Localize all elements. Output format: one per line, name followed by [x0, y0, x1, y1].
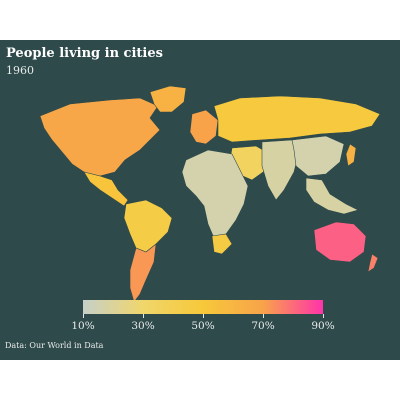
region-australia: [313, 221, 367, 263]
map-title: People living in cities: [6, 46, 163, 61]
legend-tick: [143, 314, 144, 318]
data-source: Data: Our World in Data: [5, 341, 104, 350]
region-south-africa: [211, 233, 233, 255]
legend-tick: [263, 314, 264, 318]
region-greenland: [149, 85, 187, 113]
legend-gradient-bar: [83, 300, 323, 314]
region-new-zealand: [367, 253, 379, 273]
region-southeast-asia: [305, 177, 359, 215]
region-japan: [345, 143, 357, 167]
region-south-america-south: [129, 243, 157, 303]
map-year: 1960: [6, 64, 34, 77]
map-panel: People living in cities 1960 10% 30% 50%…: [0, 40, 400, 360]
legend-tick: [203, 314, 204, 318]
legend-tick-label: 50%: [191, 320, 215, 332]
legend-tick-label: 70%: [251, 320, 275, 332]
region-western-europe: [189, 109, 219, 145]
region-china: [291, 135, 345, 177]
legend-tick: [83, 314, 84, 318]
region-south-america-north: [123, 199, 173, 253]
region-south-asia: [261, 139, 299, 201]
legend-tick: [323, 314, 324, 318]
legend-tick-label: 10%: [71, 320, 95, 332]
region-north-america: [39, 97, 161, 177]
world-map: [39, 85, 381, 303]
region-central-america: [83, 171, 129, 207]
legend-tick-label: 30%: [131, 320, 155, 332]
color-legend: 10% 30% 50% 70% 90%: [71, 300, 335, 332]
region-russia: [213, 95, 381, 143]
legend-tick-label: 90%: [311, 320, 335, 332]
